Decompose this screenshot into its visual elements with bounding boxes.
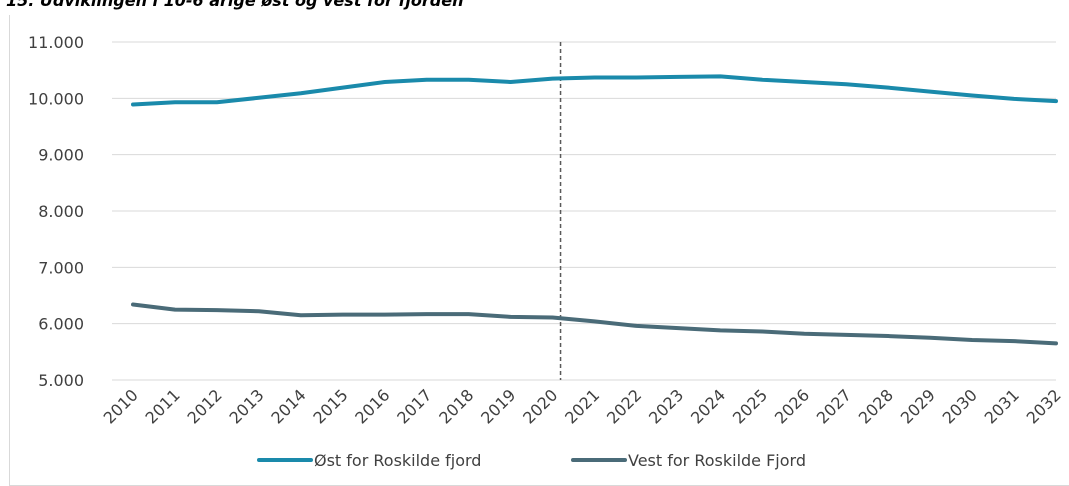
x-tick-label: 2020: [519, 385, 561, 427]
x-tick-label: 2015: [309, 385, 351, 427]
x-tick-label: 2032: [1023, 385, 1065, 427]
x-tick-label: 2026: [771, 385, 813, 427]
y-tick-label: 5.000: [38, 371, 84, 390]
series-lines: [131, 74, 1058, 346]
x-tick-label: 2018: [435, 385, 477, 427]
x-tick-label: 2019: [477, 385, 519, 427]
chart-title: 15. Udviklingen i 10-6 årige øst og vest…: [6, 0, 464, 10]
x-tick-label: 2011: [142, 385, 184, 427]
x-tick-label: 2028: [855, 385, 897, 427]
series-line-1: [131, 74, 1058, 107]
x-tick-label: 2022: [603, 385, 645, 427]
x-tick-label: 2030: [939, 385, 981, 427]
x-tick-label: 2016: [351, 385, 393, 427]
x-tick-label: 2013: [225, 385, 267, 427]
x-tick-label: 2017: [393, 385, 435, 427]
y-tick-label: 11.000: [28, 33, 84, 52]
x-tick-label: 2023: [645, 385, 687, 427]
x-tick-label: 2014: [267, 385, 309, 427]
y-tick-label: 7.000: [38, 258, 84, 277]
y-tick-label: 9.000: [38, 146, 84, 165]
series-line-2: [131, 302, 1058, 346]
legend: Øst for Roskilde fjord Vest for Roskilde …: [257, 451, 806, 470]
x-tick-label: 2025: [729, 385, 771, 427]
x-tick-label: 2012: [184, 385, 226, 427]
legend-label-2: Vest for Roskilde Fjord: [628, 451, 806, 470]
y-tick-label: 10.000: [28, 89, 84, 108]
x-axis-tick-labels: 2010 2011 2012 2013 2014 2015 2016 2017 2018 2019…: [100, 385, 1065, 427]
x-tick-label: 2031: [981, 385, 1023, 427]
x-tick-label: 2027: [813, 385, 855, 427]
gridlines: [112, 41, 1056, 381]
x-tick-label: 2029: [897, 385, 939, 427]
y-tick-label: 6.000: [38, 315, 84, 334]
y-axis-tick-labels: 5.000 6.000 7.000 8.000 9.000 10.000 11.000: [28, 33, 84, 390]
x-tick-label: 2024: [687, 385, 729, 427]
y-tick-label: 8.000: [38, 202, 84, 221]
x-tick-label: 2010: [100, 385, 142, 427]
x-tick-label: 2021: [561, 385, 603, 427]
legend-label-1: Øst for Roskilde fjord: [314, 451, 481, 470]
